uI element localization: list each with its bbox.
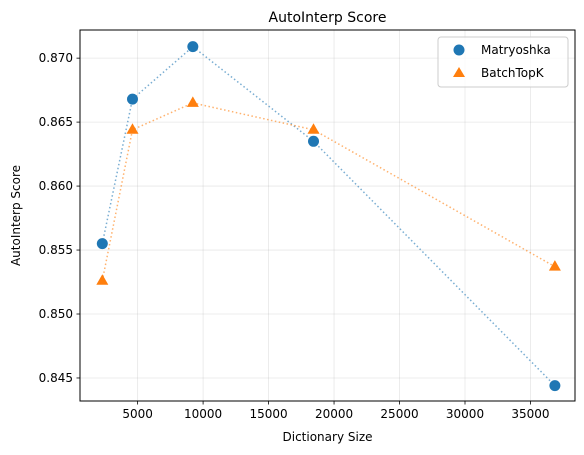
x-axis-label: Dictionary Size: [283, 430, 373, 444]
data-point-matryoshka: [308, 135, 320, 147]
legend-label-matryoshka: Matryoshka: [481, 43, 551, 57]
x-axis-ticks: 5000 10000 15000 20000 25000 30000 35000: [122, 401, 550, 421]
y-tick-label: 0.850: [39, 307, 73, 321]
x-tick-label: 25000: [380, 407, 418, 421]
legend-box: [437, 36, 569, 88]
x-tick-label: 10000: [184, 407, 222, 421]
data-point-batchtopk: [186, 96, 199, 107]
data-point-matryoshka: [187, 41, 199, 53]
y-axis-label: AutoInterp Score: [9, 165, 23, 266]
data-point-matryoshka: [549, 380, 561, 392]
legend-marker-matryoshka: [453, 44, 465, 56]
data-point-batchtopk: [307, 123, 320, 134]
legend-marker-batchtopk: [453, 67, 465, 77]
x-tick-label: 35000: [511, 407, 549, 421]
data-point-matryoshka: [126, 93, 138, 105]
legend: Matryoshka BatchTopK: [437, 36, 569, 88]
x-tick-label: 5000: [122, 407, 153, 421]
data-point-batchtopk: [126, 123, 139, 134]
y-axis-ticks: 0.845 0.850 0.855 0.860 0.865 0.870: [39, 51, 80, 385]
series-markers: [96, 41, 561, 392]
series-line-batchtopk: [101, 102, 556, 281]
y-tick-label: 0.860: [39, 179, 73, 193]
y-tick-label: 0.845: [39, 371, 73, 385]
chart-title: AutoInterp Score: [269, 10, 387, 26]
x-tick-label: 30000: [446, 407, 484, 421]
y-tick-label: 0.855: [39, 243, 73, 257]
series-lines: [101, 45, 556, 387]
data-point-matryoshka: [96, 238, 108, 250]
x-tick-label: 20000: [315, 407, 353, 421]
data-point-batchtopk: [96, 274, 109, 285]
y-tick-label: 0.870: [39, 51, 73, 65]
x-tick-label: 15000: [249, 407, 287, 421]
data-point-batchtopk: [548, 260, 561, 271]
legend-label-batchtopk: BatchTopK: [481, 66, 545, 80]
plot-frame: [79, 29, 576, 402]
y-tick-label: 0.865: [39, 115, 73, 129]
series-line-matryoshka: [101, 45, 556, 387]
